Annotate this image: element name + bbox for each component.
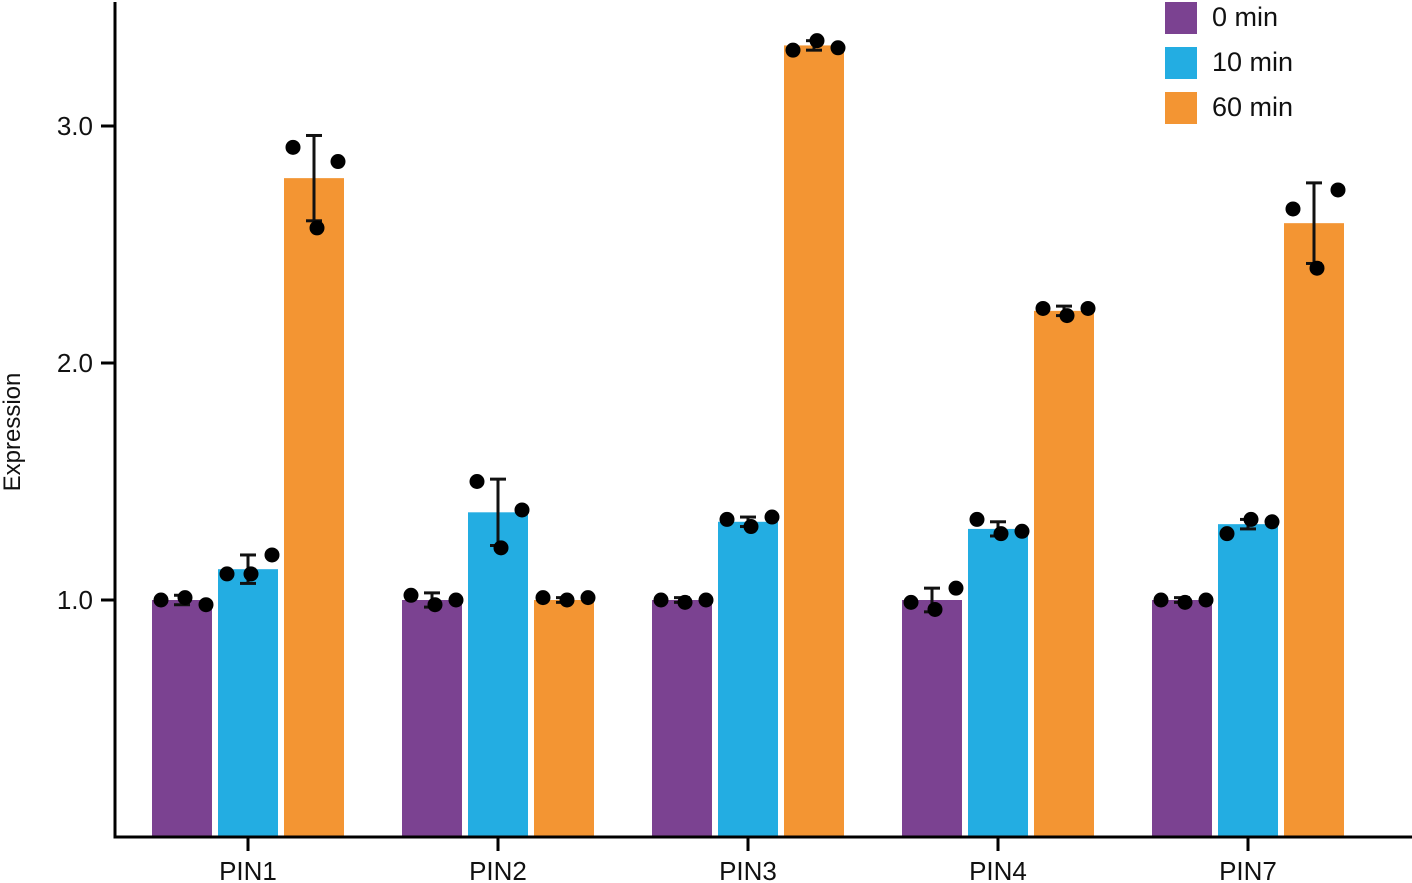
data-point — [243, 566, 259, 582]
data-point — [993, 526, 1009, 542]
bar — [1284, 223, 1344, 838]
legend-swatch — [1165, 92, 1197, 124]
x-tick-label: PIN1 — [219, 856, 277, 883]
legend-label: 60 min — [1212, 92, 1293, 122]
bar — [1152, 600, 1212, 837]
data-point — [785, 42, 801, 58]
data-point — [1059, 308, 1075, 324]
data-point — [653, 592, 669, 608]
data-point — [559, 592, 575, 608]
data-point — [153, 592, 169, 608]
bar — [218, 569, 278, 837]
bar — [152, 600, 212, 837]
bar — [652, 600, 712, 837]
data-point — [903, 594, 919, 610]
legend-swatch — [1165, 2, 1197, 34]
legend-label: 10 min — [1212, 47, 1293, 77]
data-point — [309, 220, 325, 236]
x-tick-label: PIN3 — [719, 856, 777, 883]
data-point — [219, 566, 235, 582]
data-point — [1219, 526, 1235, 542]
legend: 0 min 10 min 60 min — [1165, 2, 1293, 124]
data-point — [948, 580, 964, 596]
y-tick-label: 2.0 — [57, 348, 93, 378]
y-tick-label: 1.0 — [57, 585, 93, 615]
x-tick-label: PIN7 — [1219, 856, 1277, 883]
bar — [1034, 310, 1094, 837]
bar — [902, 600, 962, 837]
data-point — [743, 519, 759, 535]
data-point — [1080, 300, 1096, 316]
data-point — [969, 511, 985, 527]
bar — [1218, 524, 1278, 837]
data-point — [198, 597, 214, 613]
data-point — [177, 590, 193, 606]
data-point — [698, 592, 714, 608]
data-point — [427, 597, 443, 613]
data-point — [1035, 300, 1051, 316]
x-tick-label: PIN2 — [469, 856, 527, 883]
data-point — [1330, 182, 1346, 198]
data-point — [469, 474, 485, 489]
data-point — [830, 40, 846, 56]
data-point — [809, 33, 825, 49]
data-point — [1014, 523, 1030, 539]
data-point — [1285, 201, 1301, 217]
data-point — [285, 139, 301, 155]
bar — [402, 600, 462, 837]
data-point — [1309, 260, 1325, 276]
data-point — [264, 547, 280, 563]
data-point — [493, 540, 509, 556]
y-tick-label: 3.0 — [57, 111, 93, 141]
y-axis-label: Expression — [0, 373, 26, 492]
plot-area: 1.0 2.0 3.0 PIN1 PIN2 PIN3 PIN4 PIN7 — [57, 2, 1412, 883]
data-point — [330, 154, 346, 170]
data-point — [535, 590, 551, 606]
data-point — [1243, 511, 1259, 527]
bar — [534, 600, 594, 837]
data-point — [403, 587, 419, 603]
data-point — [448, 592, 464, 608]
bar — [284, 178, 344, 837]
data-point — [1198, 592, 1214, 608]
data-point — [514, 502, 530, 518]
x-tick-label: PIN4 — [969, 856, 1027, 883]
data-point — [719, 511, 735, 527]
bar — [718, 521, 778, 837]
data-point — [677, 594, 693, 610]
data-point — [580, 590, 596, 606]
legend-swatch — [1165, 47, 1197, 79]
bar — [784, 45, 844, 838]
data-point — [1153, 592, 1169, 608]
data-point — [1177, 594, 1193, 610]
data-point — [1264, 514, 1280, 530]
bar — [968, 528, 1028, 837]
legend-label: 0 min — [1212, 2, 1278, 32]
data-point — [764, 509, 780, 525]
data-point — [927, 601, 943, 617]
bar — [468, 512, 528, 837]
